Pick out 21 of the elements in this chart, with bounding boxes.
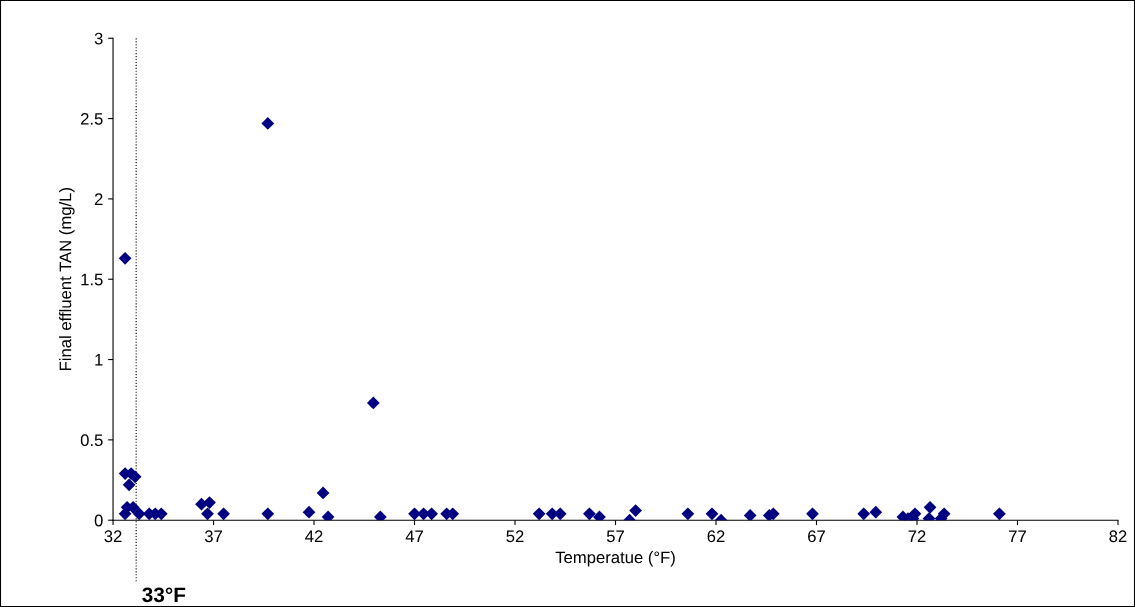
x-tick-label: 52 — [506, 530, 524, 543]
x-tick-label: 57 — [606, 530, 624, 543]
x-axis-title: Temperatue (°F) — [555, 551, 675, 567]
y-tick-label: 3 — [94, 32, 103, 45]
y-tick-label: 0.5 — [80, 434, 103, 447]
y-tick-label: 1 — [95, 354, 103, 366]
y-axis-title: Final effluent TAN (mg/L) — [59, 188, 75, 371]
x-tick-label: 42 — [305, 530, 323, 542]
x-tick-label: 82 — [1109, 530, 1127, 543]
y-tick-label: 0 — [94, 514, 103, 527]
x-tick-label: 37 — [204, 530, 222, 543]
x-tick-label: 72 — [908, 530, 926, 542]
y-tick-label: 1.5 — [81, 273, 103, 286]
x-tick-label: 32 — [104, 530, 122, 543]
y-tick-label: 2 — [94, 193, 103, 205]
x-tick-label: 62 — [707, 530, 725, 543]
x-tick-label: 67 — [808, 530, 825, 543]
x-tick-label: 47 — [405, 530, 423, 542]
ref-line-label: 33°F — [142, 587, 186, 603]
y-tick-label: 2.5 — [81, 112, 103, 125]
x-tick-label: 77 — [1009, 530, 1026, 542]
